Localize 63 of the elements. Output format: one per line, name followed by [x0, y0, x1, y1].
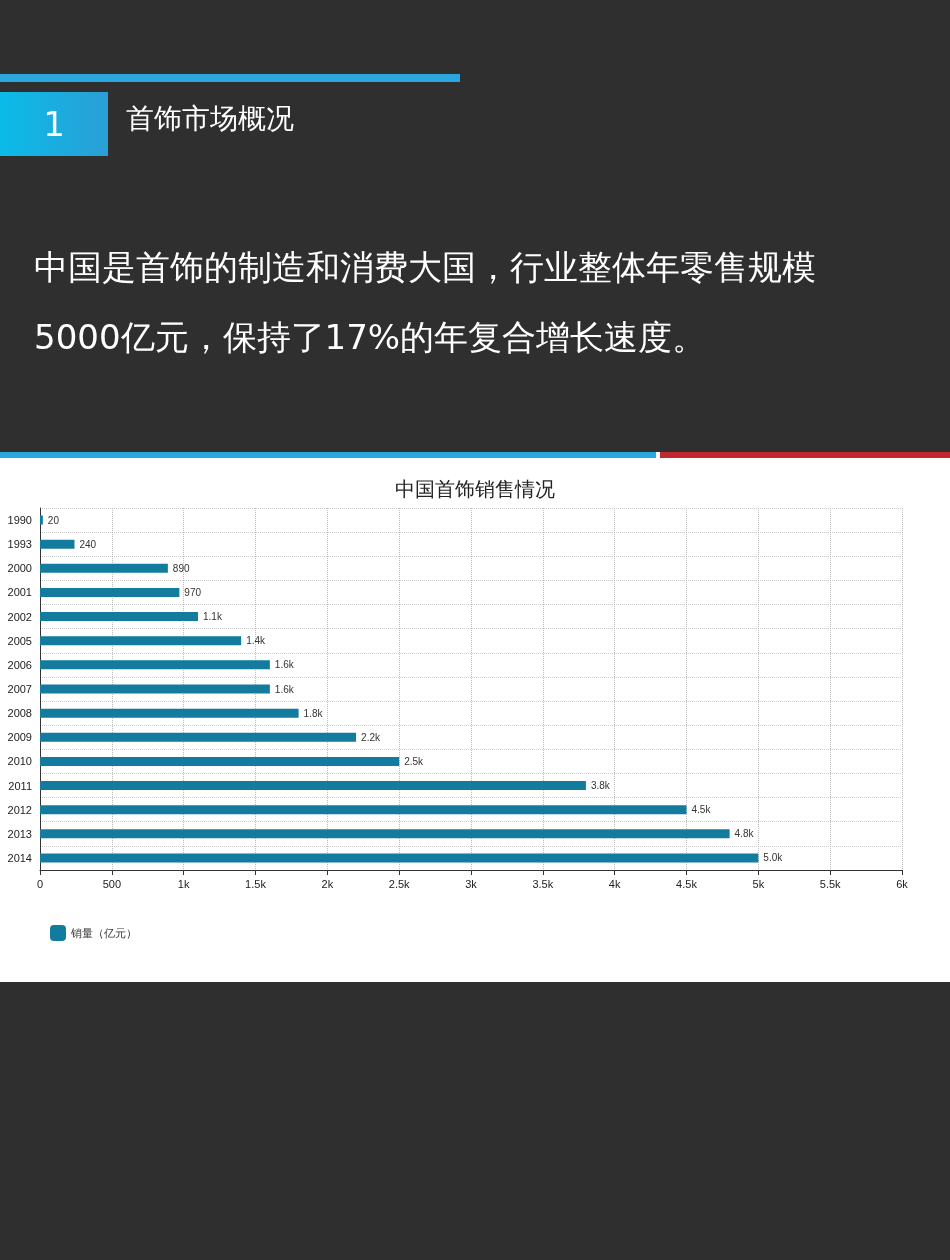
- x-tick-label: 6k: [896, 877, 909, 890]
- data-label: 5.0k: [763, 852, 784, 864]
- y-tick-label: 2002: [7, 610, 32, 623]
- data-label: 4.8k: [734, 828, 755, 840]
- x-tick-label: 4k: [608, 877, 621, 890]
- x-tick-label: 3k: [465, 877, 478, 890]
- bar: [40, 829, 730, 839]
- bar: [40, 660, 270, 670]
- text: 中国是首饰的制造和消费大国，行业整体年零售规模5000亿元，保持了17%的年复合增长速度。: [34, 246, 817, 359]
- bar: [40, 539, 75, 549]
- bar: [40, 756, 400, 766]
- data-label: 2.5k: [404, 755, 425, 767]
- bar: [40, 781, 586, 791]
- data-label: 1.8k: [303, 707, 324, 719]
- bar: [40, 587, 180, 597]
- bar: [40, 515, 43, 525]
- text: 1: [0, 92, 108, 156]
- bar: [40, 805, 687, 815]
- y-tick-label: 2012: [7, 803, 32, 816]
- y-tick-label: 2007: [7, 683, 32, 695]
- y-tick-label: 2011: [8, 779, 32, 792]
- y-tick-label: 1990: [7, 514, 32, 527]
- data-label: 4.5k: [691, 804, 712, 816]
- text: 首饰市场概况: [126, 101, 294, 137]
- y-tick-label: 2014: [7, 851, 32, 864]
- x-tick-label: 500: [102, 877, 122, 890]
- y-tick-label: 2010: [7, 755, 32, 768]
- bar: [40, 563, 168, 573]
- data-label: 1.4k: [246, 635, 267, 647]
- bar: [40, 612, 199, 622]
- x-tick-label: 2k: [321, 877, 334, 890]
- data-label: 2.2k: [361, 731, 381, 743]
- x-tick-label: 2.5k: [388, 877, 411, 890]
- data-label: 970: [184, 586, 202, 598]
- legend-label: 销量（亿元）: [70, 927, 137, 939]
- bar: [40, 853, 759, 863]
- data-label: 20: [47, 514, 60, 526]
- bar: [40, 732, 357, 742]
- y-tick-label: 2005: [7, 634, 32, 647]
- y-tick-label: 2001: [7, 586, 32, 599]
- data-label: 1.6k: [274, 659, 295, 671]
- x-tick-label: 1k: [177, 877, 190, 890]
- x-tick-label: 5.5k: [819, 877, 842, 890]
- bar: [40, 708, 299, 718]
- bar: [40, 636, 242, 646]
- data-label: 1.6k: [274, 683, 295, 695]
- data-label: 1.1k: [203, 611, 223, 623]
- bar: [40, 684, 270, 694]
- x-tick-label: 3.5k: [532, 877, 554, 890]
- chart-title: 中国首饰销售情况: [395, 477, 555, 501]
- x-tick-label: 5k: [752, 877, 765, 890]
- data-label: 890: [172, 562, 190, 574]
- data-label: 240: [79, 538, 97, 550]
- y-tick-label: 2008: [7, 707, 32, 720]
- y-tick-label: 2009: [7, 731, 32, 744]
- y-tick-label: 1993: [7, 538, 32, 551]
- data-label: 3.8k: [590, 780, 611, 792]
- x-tick-label: 1.5k: [245, 877, 267, 890]
- x-tick-label: 0: [36, 877, 44, 890]
- y-tick-label: 2013: [7, 827, 32, 840]
- x-tick-label: 4.5k: [676, 877, 698, 890]
- y-tick-label: 2006: [7, 658, 32, 671]
- y-tick-label: 2000: [7, 562, 32, 575]
